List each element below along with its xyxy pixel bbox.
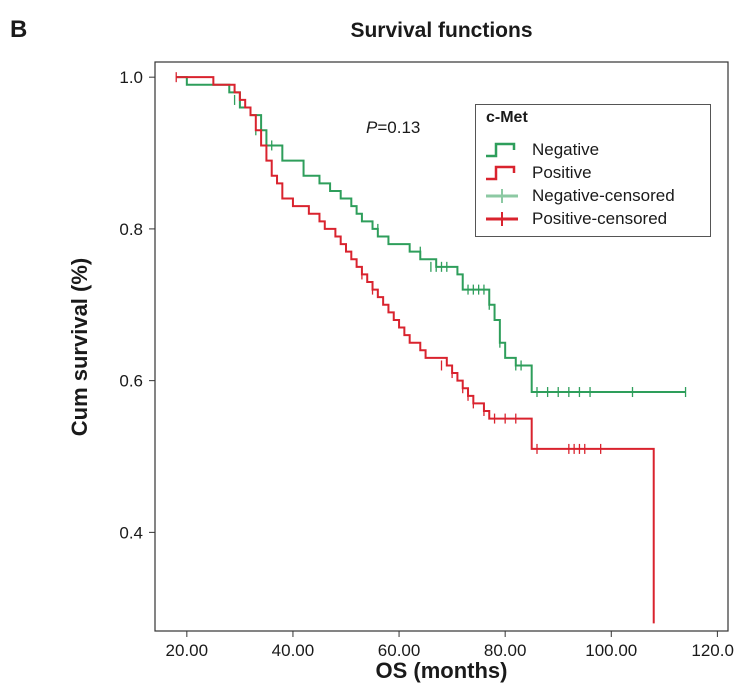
legend-swatch-negative — [486, 142, 516, 158]
legend-label-positive-censored: Positive-censored — [532, 209, 668, 228]
p-value-symbol: P — [366, 118, 378, 137]
panel-label: B — [10, 16, 28, 43]
plot-frame — [154, 61, 729, 632]
y-tick-label: 0.4 — [119, 523, 143, 542]
legend-item-positive-censored: Positive-censored — [484, 208, 667, 230]
y-tick-label: 0.8 — [119, 220, 143, 239]
legend-swatch-negative-censored — [486, 189, 518, 203]
legend-label-negative-censored: Negative-censored — [532, 186, 675, 205]
legend-swatch-positive-censored — [486, 212, 518, 226]
legend: c-Met Negative Positive Negative-censore… — [475, 104, 711, 237]
legend-label-positive: Positive — [532, 163, 592, 182]
x-tick-label: 80.00 — [484, 641, 527, 660]
p-value-annotation: P=0.13 — [366, 118, 420, 138]
x-tick-label: 120.00 — [691, 641, 734, 660]
legend-title: c-Met — [486, 109, 528, 126]
chart-title: Survival functions — [350, 19, 533, 42]
x-tick-label: 100.00 — [585, 641, 637, 660]
y-tick-label: 0.6 — [119, 372, 143, 391]
legend-item-negative-censored: Negative-censored — [484, 185, 675, 207]
x-tick-label: 40.00 — [272, 641, 315, 660]
x-tick-label: 20.00 — [166, 641, 209, 660]
legend-label-negative: Negative — [532, 140, 600, 159]
series-line-negative — [176, 76, 686, 394]
p-value-text: =0.13 — [377, 118, 421, 137]
legend-item-negative: Negative — [484, 139, 599, 161]
y-tick-label: 1.0 — [119, 68, 143, 87]
legend-swatch-positive — [486, 165, 516, 181]
x-axis-label: OS (months) — [375, 658, 508, 683]
x-tick-label: 60.00 — [378, 641, 421, 660]
legend-item-positive: Positive — [484, 162, 592, 184]
